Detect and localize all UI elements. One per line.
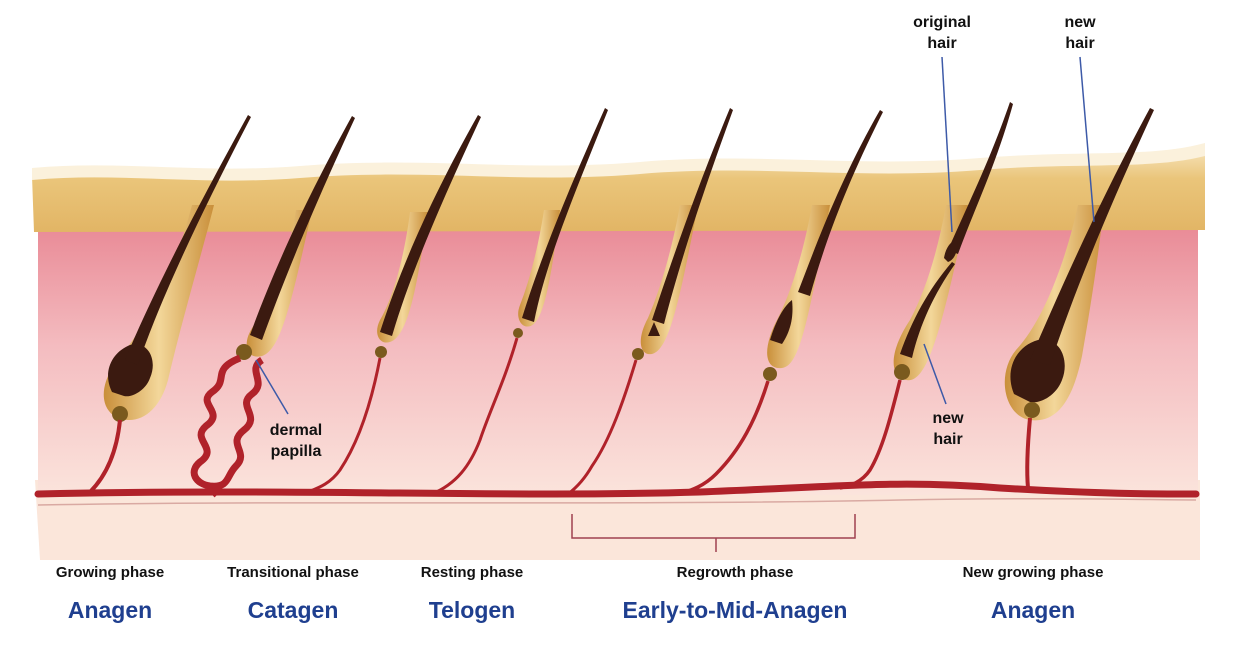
blood-vessel [88,419,122,494]
blood-vessel [1025,417,1032,489]
dermal-papilla [375,346,387,358]
phase-label-resting: Resting phase [420,564,524,581]
original-hair-label: original hair [900,12,984,54]
dermal-papilla [1024,402,1040,418]
blood-vessel [307,357,382,494]
phase-label-growing: Growing phase [55,564,165,581]
hair-shaft [380,115,481,336]
new-hair [770,300,793,344]
main-blood-vessel [34,480,1200,498]
stage-label-telogen: Telogen [428,597,516,623]
hair-shaft [798,110,883,296]
dermal-papilla-leader [255,359,289,415]
stage-label-catagen: Catagen [247,597,339,623]
follicle-new-growing [1004,108,1154,489]
new-hair-mid-label-line2: hair [933,431,963,448]
hair-shaft [250,116,355,340]
new-hair-mid-label: new hair [920,408,976,450]
follicle-anagen [88,115,251,494]
original-hair-label-line1: original [913,14,971,31]
new-hair-mid-leader [923,343,947,405]
phase-label-regrowth: Regrowth phase [676,564,794,581]
phase-label-transitional: Transitional phase [227,564,359,581]
blood-vessel [567,359,638,496]
stage-label-anagen-new: Anagen [990,597,1076,623]
dermal-papilla [632,348,644,360]
original-hair-tip [944,240,958,262]
new-hair-mid-label-line1: new [932,410,964,427]
follicle-catagen [190,116,355,498]
dermal-papilla-label: dermal papilla [256,420,336,462]
hair-shaft [1030,108,1154,365]
new-hair-top-label: new hair [1052,12,1108,54]
follicle-early-anagen [567,108,733,496]
hair-shaft [125,115,251,365]
dermal-papilla [763,367,777,381]
new-hair-top-leader [1079,56,1095,223]
stage-label-early-to-mid-anagen: Early-to-Mid-Anagen [622,597,848,623]
dermal-papilla [894,364,910,380]
hair-shaft [522,108,608,322]
new-hair-shaft [900,262,955,358]
dermal-papilla [112,406,128,422]
hair-bulb [108,344,153,397]
original-hair-shaft [948,102,1013,254]
subcutis-line [37,497,1197,506]
hair-shaft [652,108,733,324]
dermal-papilla [236,344,252,360]
stage-label-anagen: Anagen [67,597,153,623]
dermal-papilla-label-line2: papilla [270,443,322,460]
dermal-papilla [513,328,523,338]
dermal-papilla-label-line1: dermal [269,422,323,439]
blood-vessel [431,337,519,496]
new-hair-tip [648,322,660,336]
original-hair-leader [941,56,953,233]
regrowth-bracket [571,514,856,552]
new-hair-top-label-line1: new [1064,14,1096,31]
phase-label-new-growing: New growing phase [962,564,1104,581]
regressing-vessel [190,354,265,490]
original-hair-label-line2: hair [927,35,957,52]
new-hair-top-label-line2: hair [1065,35,1095,52]
follicle-telogen [307,115,481,494]
dermis-layer [38,225,1198,495]
follicle-telogen-late [431,108,608,496]
follicle-new-growing-early [839,102,1013,490]
